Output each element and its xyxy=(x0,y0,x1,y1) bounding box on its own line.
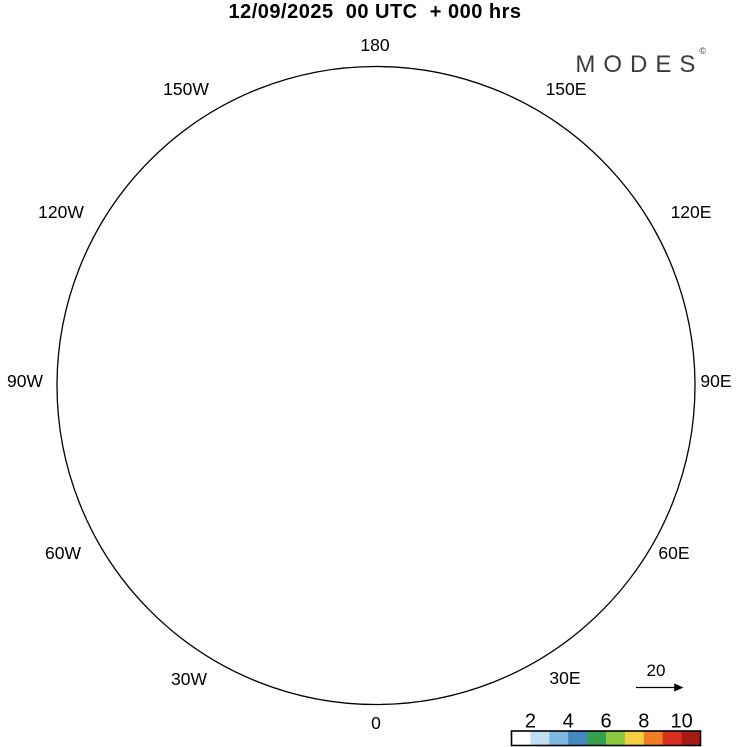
colorbar-segment xyxy=(530,731,550,746)
colorbar-tick-label: 8 xyxy=(638,711,649,733)
colorbar-border xyxy=(510,730,702,747)
colorbar-segment xyxy=(511,731,531,746)
lon-label-90E: 90E xyxy=(700,371,731,391)
colorbar-tick-label: 2 xyxy=(525,711,536,733)
lon-label-0: 0 xyxy=(371,713,381,733)
colorbar-segment xyxy=(606,731,626,746)
lon-label-30E: 30E xyxy=(549,668,580,688)
lon-label-60E: 60E xyxy=(658,543,689,563)
field-contour-blob xyxy=(57,279,69,295)
colorbar-tick-label: 4 xyxy=(563,711,574,733)
copyright-mark: © xyxy=(699,46,706,56)
colorbar-segment xyxy=(681,731,701,746)
forecast-datetime-title: 12/09/2025 00 UTC + 000 hrs xyxy=(228,1,522,23)
lon-label-150W: 150W xyxy=(163,79,209,99)
reference-arrow: 20 xyxy=(636,661,684,692)
lon-label-180: 180 xyxy=(360,35,389,55)
colorbar-tick-label: 6 xyxy=(600,711,611,733)
colorbar: 2 4 6 8 10 xyxy=(510,711,702,747)
reference-arrow-label: 20 xyxy=(647,661,666,680)
colorbar-segment xyxy=(624,731,645,746)
modes-logo-text: MODES xyxy=(575,51,704,78)
field-contour-blob xyxy=(57,424,59,430)
lon-label-30W: 30W xyxy=(171,669,207,689)
lon-label-90W: 90W xyxy=(7,371,43,391)
ocean xyxy=(57,66,695,705)
colorbar-segment xyxy=(568,731,588,746)
colorbar-segment xyxy=(643,731,663,746)
colorbar-segment xyxy=(662,731,682,746)
lon-label-60W: 60W xyxy=(45,543,81,563)
lon-label-120E: 120E xyxy=(671,202,712,222)
lon-label-150E: 150E xyxy=(546,79,587,99)
field-level-r xyxy=(57,424,59,430)
map-boundary xyxy=(56,65,696,706)
colorbar-segment xyxy=(549,731,569,746)
colorbar-segment xyxy=(587,731,607,746)
lon-label-120W: 120W xyxy=(38,202,84,222)
modes-logo: MODES© xyxy=(575,46,710,79)
colorbar-tick-label: 10 xyxy=(670,711,692,733)
